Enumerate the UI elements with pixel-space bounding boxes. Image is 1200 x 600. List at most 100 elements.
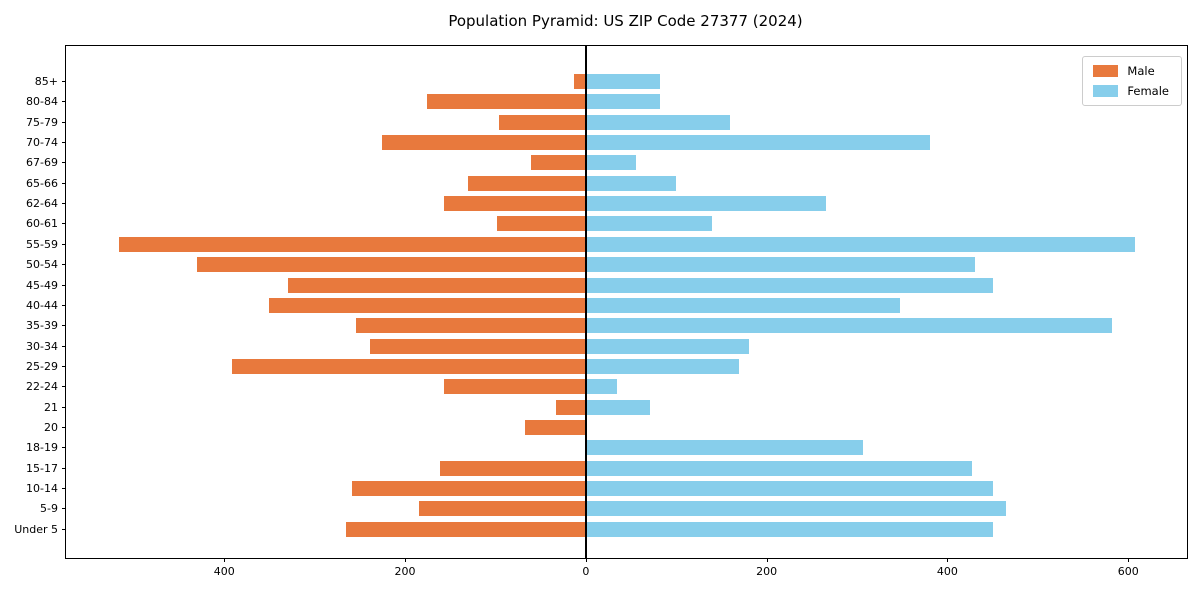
bar-row: 20 <box>44 419 1187 435</box>
bar-row: 22-24 <box>26 379 1187 395</box>
legend-label-female: Female <box>1127 84 1169 98</box>
female-bar <box>585 216 713 232</box>
bar-row: 45-49 <box>26 277 1187 293</box>
bar-row: 70-74 <box>26 135 1187 151</box>
female-bar <box>585 297 901 313</box>
zero-axis-line <box>585 46 587 558</box>
female-bar <box>585 338 749 354</box>
bar-row: Under 5 <box>14 521 1187 537</box>
y-tick-mark <box>62 264 66 266</box>
y-axis-label: 20 <box>44 420 58 434</box>
x-tick-mark <box>766 558 768 562</box>
y-tick-mark <box>62 528 66 530</box>
female-bar <box>585 358 740 374</box>
plot-area: 85+ 80-84 75-79 70-74 67-69 65-66 62-64 60-61 55… <box>14 45 1188 578</box>
male-bar <box>443 379 586 395</box>
y-tick-mark <box>62 182 66 184</box>
female-bar <box>585 175 677 191</box>
y-axis-label: 85+ <box>34 75 58 88</box>
bar-row: 65-66 <box>26 175 1187 191</box>
y-axis-label: 45-49 <box>26 278 58 292</box>
y-axis-label: 22-24 <box>26 380 58 394</box>
y-axis-label: 15-17 <box>26 461 58 475</box>
bar-row: 80-84 <box>26 94 1187 110</box>
y-tick-mark <box>62 325 66 327</box>
bar-row: 21 <box>44 399 1187 415</box>
y-tick-mark <box>62 406 66 408</box>
female-bar <box>585 481 993 496</box>
y-axis-label: 67-69 <box>26 156 58 170</box>
female-bar <box>585 277 993 293</box>
y-tick-mark <box>62 142 66 144</box>
male-bar <box>288 277 586 293</box>
female-bar <box>585 257 975 273</box>
y-tick-mark <box>62 203 66 205</box>
y-axis-label: 70-74 <box>26 136 58 150</box>
y-axis-label: 25-29 <box>26 359 58 373</box>
male-bar <box>351 481 586 496</box>
x-axis-tick-label: 0 <box>582 565 590 578</box>
legend-item-female: Female <box>1093 85 1169 97</box>
bar-row: 62-64 <box>26 196 1187 212</box>
female-bar <box>585 135 931 151</box>
x-axis-tick-label: 200 <box>756 565 778 578</box>
y-axis-label: 55-59 <box>26 237 58 251</box>
bar-row: 10-14 <box>26 481 1187 496</box>
y-axis-label: 80-84 <box>26 95 58 109</box>
male-bar <box>574 74 586 89</box>
male-bar <box>119 236 586 252</box>
y-tick-mark <box>62 162 66 164</box>
x-tick-mark <box>405 558 406 562</box>
male-bar <box>268 297 586 313</box>
female-bar <box>585 94 660 110</box>
female-bar <box>585 196 827 212</box>
bar-row: 5-9 <box>40 501 1187 517</box>
y-tick-mark <box>62 467 66 469</box>
y-axis-label: 65-66 <box>26 176 58 190</box>
y-tick-mark <box>62 304 66 306</box>
bar-row: 60-61 <box>26 216 1187 232</box>
male-bar <box>443 196 586 212</box>
y-tick-mark <box>62 121 66 123</box>
male-bar <box>381 135 586 151</box>
y-tick-mark <box>62 488 66 489</box>
y-axis-label: 35-39 <box>26 319 58 333</box>
y-tick-mark <box>62 345 66 347</box>
female-bar <box>585 114 730 130</box>
x-tick-mark <box>947 558 949 562</box>
bar-row: 67-69 <box>26 155 1187 171</box>
male-bar <box>525 419 586 435</box>
male-bar <box>440 460 586 476</box>
y-tick-mark <box>62 223 66 225</box>
female-bar <box>585 399 650 415</box>
y-axis-label: 60-61 <box>26 217 58 231</box>
y-axis-label: 5-9 <box>40 502 58 516</box>
bar-row: 55-59 <box>26 236 1187 252</box>
y-axis-label: 18-19 <box>26 441 58 455</box>
x-axis-tick-label: 200 <box>394 565 416 578</box>
bar-row: 40-44 <box>26 297 1187 313</box>
male-bar <box>497 216 586 232</box>
y-tick-mark <box>62 101 66 103</box>
y-tick-mark <box>62 243 66 245</box>
bar-row: 85+ <box>35 74 1187 89</box>
bar-row: 25-29 <box>26 358 1187 374</box>
bar-row: 35-39 <box>26 318 1187 334</box>
y-axis-label: 62-64 <box>26 197 58 211</box>
bar-row: 15-17 <box>26 460 1187 476</box>
male-bar <box>356 318 586 334</box>
x-tick-mark <box>585 558 587 562</box>
bar-row: 75-79 <box>26 114 1187 130</box>
y-axis-label: 30-34 <box>26 339 58 353</box>
chart-title: Population Pyramid: US ZIP Code 27377 (2… <box>448 12 803 30</box>
y-tick-mark <box>62 81 66 82</box>
female-bar <box>585 440 864 456</box>
male-bar <box>418 501 586 517</box>
female-swatch-icon <box>1093 85 1119 97</box>
male-swatch-icon <box>1093 65 1119 77</box>
y-axis-label: Under 5 <box>14 522 58 536</box>
x-axis-tick-label: 400 <box>936 565 958 578</box>
male-bar <box>369 338 586 354</box>
y-axis-label: 10-14 <box>26 482 58 495</box>
